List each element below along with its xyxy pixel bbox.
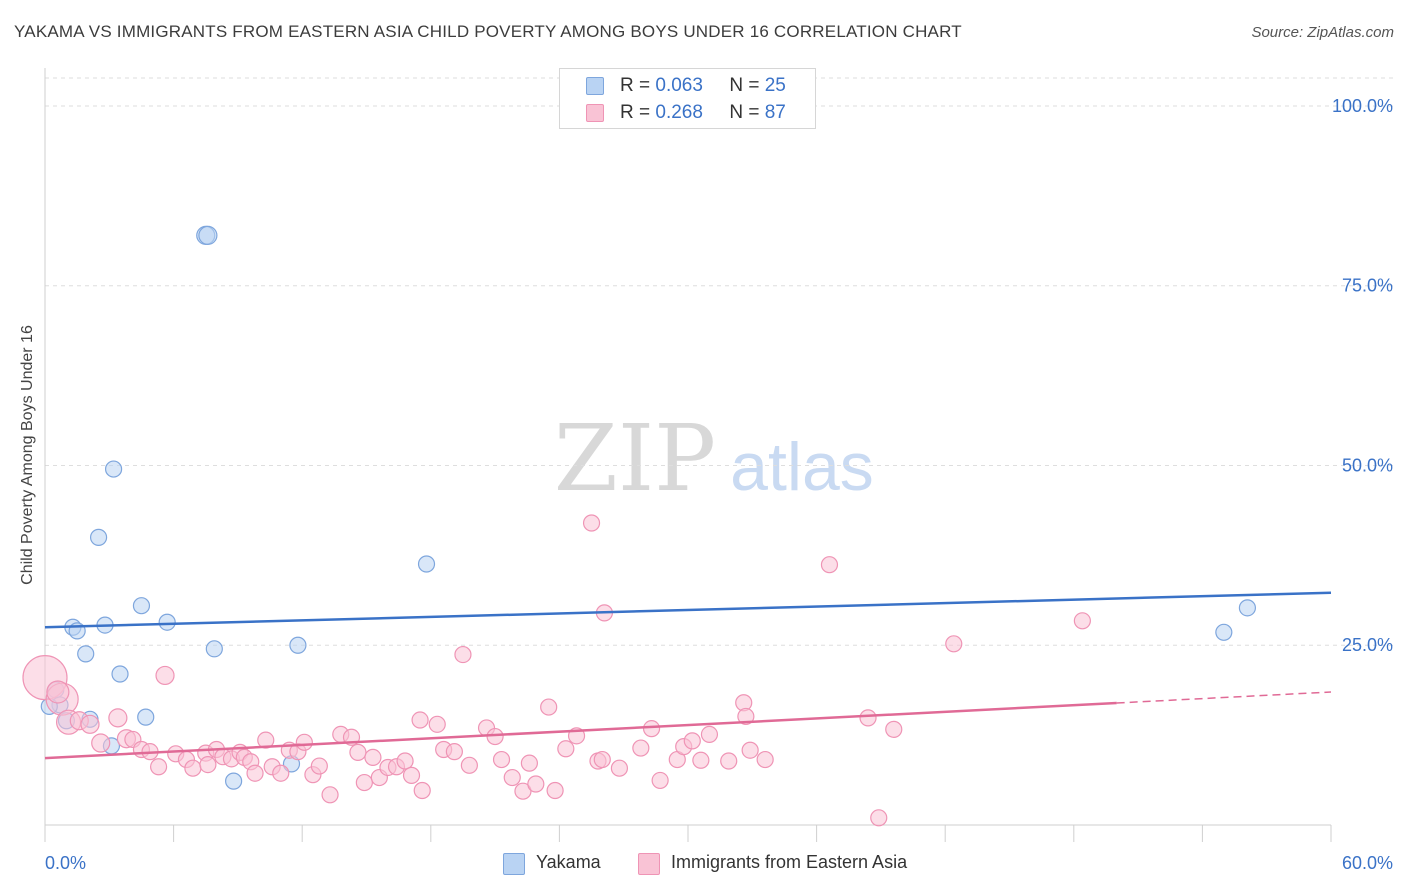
bottom-legend-label-yakama: Yakama — [536, 852, 601, 872]
data-point — [402, 766, 421, 784]
data-point — [885, 720, 903, 738]
watermark-zip: ZIP — [554, 405, 716, 512]
data-point — [149, 758, 168, 776]
y-tick-label: 50.0% — [1342, 455, 1393, 475]
data-point — [692, 751, 710, 769]
data-point — [1215, 623, 1233, 641]
data-point — [454, 645, 472, 664]
data-point — [272, 764, 290, 782]
data-point — [321, 786, 339, 804]
chart-title: YAKAMA VS IMMIGRANTS FROM EASTERN ASIA C… — [14, 22, 962, 41]
data-point — [91, 733, 111, 753]
data-point — [1238, 599, 1257, 617]
bottom-legend-swatch-immigrants — [638, 853, 660, 875]
data-point — [492, 750, 511, 769]
trendline-immigrants — [44, 701, 1117, 760]
data-point — [820, 556, 839, 574]
data-point — [651, 771, 669, 790]
data-point — [870, 809, 888, 827]
x-tick-label: 0.0% — [45, 853, 86, 873]
series-immigrants — [22, 514, 1091, 827]
data-point — [104, 460, 123, 478]
correlation-legend: R = 0.063 N = 25 R = 0.268 N = 87 — [559, 68, 816, 129]
data-point — [132, 597, 151, 615]
trendline-yakama — [44, 591, 1332, 629]
data-point — [756, 750, 774, 769]
data-point — [46, 680, 70, 704]
data-point — [945, 635, 963, 653]
y-axis-label: Child Poverty Among Boys Under 16 — [19, 325, 36, 585]
data-point — [111, 665, 129, 683]
data-point — [158, 613, 176, 631]
legend-n-value: 87 — [764, 102, 786, 123]
y-tick-label: 75.0% — [1342, 276, 1393, 296]
data-point — [582, 514, 601, 532]
watermark-atlas: atlas — [730, 429, 874, 505]
data-point — [514, 782, 532, 800]
data-point — [557, 740, 575, 758]
data-point — [413, 781, 431, 800]
data-point — [295, 733, 313, 751]
data-point — [355, 773, 373, 792]
data-point — [184, 759, 202, 777]
data-point — [411, 711, 429, 729]
source-label: Source: ZipAtlas.com — [1251, 24, 1394, 41]
y-tick-label: 100.0% — [1332, 96, 1393, 116]
data-point — [349, 743, 367, 761]
data-point — [546, 781, 564, 800]
data-point — [720, 752, 738, 770]
data-point — [364, 748, 382, 767]
data-point — [700, 725, 719, 744]
y-tick-label: 25.0% — [1342, 635, 1393, 655]
data-point — [80, 714, 100, 734]
legend-n-value: 25 — [764, 75, 786, 96]
data-point — [310, 757, 328, 775]
data-point — [503, 768, 521, 787]
data-point — [198, 225, 218, 245]
data-point — [205, 640, 223, 658]
data-point — [445, 743, 463, 761]
data-point — [486, 727, 504, 746]
bottom-legend-swatch-yakama — [503, 853, 525, 875]
data-point — [77, 645, 95, 663]
data-point — [89, 528, 108, 546]
data-point — [199, 755, 217, 774]
data-point — [155, 665, 175, 686]
data-point — [632, 739, 650, 757]
legend-n-label: N = — [729, 75, 760, 96]
data-point — [737, 707, 755, 726]
data-point — [396, 752, 414, 770]
data-point — [540, 698, 558, 716]
legend-r-value: 0.063 — [655, 75, 703, 96]
data-point — [428, 715, 446, 733]
legend-r-label: R = — [620, 75, 651, 96]
data-point — [593, 750, 611, 769]
data-point — [460, 756, 478, 774]
data-point — [246, 764, 264, 782]
data-point — [610, 759, 629, 777]
legend-r-label: R = — [620, 102, 651, 123]
data-point — [859, 709, 877, 727]
legend-swatch-yakama — [586, 77, 604, 95]
legend-r-value: 0.268 — [655, 102, 703, 123]
data-point — [137, 708, 155, 726]
data-point — [683, 732, 701, 750]
x-tick-label: 60.0% — [1342, 853, 1393, 873]
legend-swatch-immigrants — [586, 104, 604, 122]
data-point — [108, 708, 128, 728]
data-point — [225, 772, 243, 790]
legend-n-label: N = — [729, 102, 760, 123]
data-point — [417, 555, 436, 573]
data-point — [289, 636, 307, 654]
data-point — [741, 741, 759, 759]
data-point — [642, 720, 661, 738]
data-point — [520, 754, 538, 772]
bottom-legend-label-immigrants: Immigrants from Eastern Asia — [671, 852, 908, 872]
trendline-immigrants-extension — [1116, 691, 1332, 704]
data-point — [257, 731, 275, 749]
data-point — [527, 775, 545, 793]
data-point — [1073, 612, 1091, 630]
